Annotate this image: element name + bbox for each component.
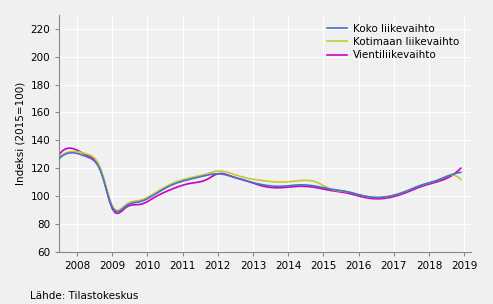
Koko liikevaihto: [372, 195, 378, 199]
Kotimaan liikevaihto: [115, 209, 121, 212]
Koko liikevaihto: [310, 184, 316, 188]
Koko liikevaihto: [240, 178, 246, 181]
Vientiliikevaihto: [115, 212, 121, 215]
Vientiliikevaihto: [458, 166, 464, 170]
Kotimaan liikevaihto: [118, 207, 124, 210]
Kotimaan liikevaihto: [372, 195, 378, 199]
Kotimaan liikevaihto: [310, 179, 316, 183]
Vientiliikevaihto: [310, 185, 316, 189]
Y-axis label: Indeksi (2015=100): Indeksi (2015=100): [15, 82, 25, 185]
Kotimaan liikevaihto: [71, 150, 77, 153]
Vientiliikevaihto: [118, 210, 124, 213]
Koko liikevaihto: [68, 151, 74, 155]
Koko liikevaihto: [115, 210, 121, 213]
Koko liikevaihto: [201, 174, 207, 178]
Vientiliikevaihto: [201, 179, 207, 182]
Vientiliikevaihto: [240, 178, 246, 181]
Koko liikevaihto: [118, 208, 124, 212]
Line: Vientiliikevaihto: Vientiliikevaihto: [59, 148, 461, 213]
Kotimaan liikevaihto: [210, 170, 216, 174]
Text: Lähde: Tilastokeskus: Lähde: Tilastokeskus: [30, 291, 138, 301]
Kotimaan liikevaihto: [56, 155, 62, 159]
Koko liikevaihto: [458, 171, 464, 174]
Vientiliikevaihto: [65, 146, 71, 150]
Vientiliikevaihto: [210, 174, 216, 178]
Legend: Koko liikevaihto, Kotimaan liikevaihto, Vientiliikevaihto: Koko liikevaihto, Kotimaan liikevaihto, …: [322, 20, 463, 64]
Vientiliikevaihto: [372, 197, 378, 201]
Line: Koko liikevaihto: Koko liikevaihto: [59, 153, 461, 212]
Vientiliikevaihto: [56, 152, 62, 156]
Kotimaan liikevaihto: [201, 173, 207, 177]
Kotimaan liikevaihto: [240, 175, 246, 179]
Koko liikevaihto: [56, 157, 62, 160]
Koko liikevaihto: [210, 172, 216, 176]
Line: Kotimaan liikevaihto: Kotimaan liikevaihto: [59, 151, 461, 210]
Kotimaan liikevaihto: [458, 178, 464, 181]
